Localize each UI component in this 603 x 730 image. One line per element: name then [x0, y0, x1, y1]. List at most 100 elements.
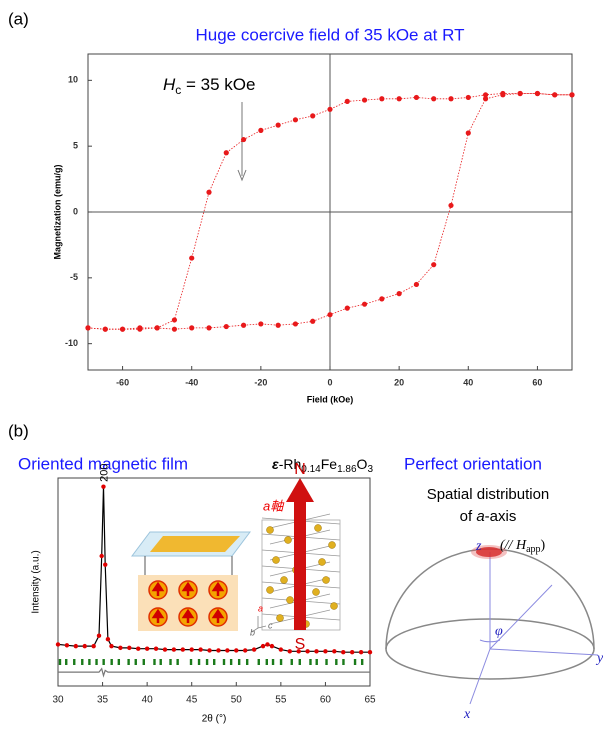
pole-north: N [294, 461, 306, 478]
y-tick-label: -5 [70, 272, 78, 282]
y-axis [490, 649, 598, 655]
data-point [172, 327, 177, 332]
reflection-tick [169, 659, 171, 665]
y-axis-label: Intensity (a.u.) [31, 550, 42, 613]
atom [287, 597, 294, 604]
page: {"panel_labels": ["(a)", "(b)"], "chart_… [0, 0, 603, 730]
reflection-tick [59, 659, 61, 665]
reflection-tick [309, 659, 311, 665]
field-part: (// [500, 538, 516, 553]
caption-part: a [476, 508, 484, 525]
y-tick-label: 5 [73, 141, 78, 151]
reflection-tick [266, 659, 268, 665]
data-point [327, 312, 332, 317]
x-axis [470, 649, 490, 704]
x-tick-label: 45 [186, 695, 198, 706]
data-point [85, 325, 90, 330]
annotation-text: = 35 kOe [181, 75, 255, 94]
atom [281, 577, 288, 584]
data-point [327, 107, 332, 112]
reflection-tick [213, 659, 215, 665]
reflection-tick [325, 659, 327, 665]
reflection-tick [160, 659, 162, 665]
data-point [163, 647, 167, 651]
data-point [189, 325, 194, 330]
data-point [350, 650, 354, 654]
direction [490, 585, 552, 649]
data-point [279, 647, 283, 651]
reflection-tick [316, 659, 318, 665]
data-point [466, 130, 471, 135]
atom [329, 542, 336, 549]
field-part: app [526, 544, 540, 555]
data-point [368, 650, 372, 654]
data-point [243, 648, 247, 652]
data-point [207, 648, 211, 652]
data-point [97, 634, 101, 638]
crystal-axis: a [258, 603, 263, 613]
reflection-tick [65, 659, 67, 665]
data-point [431, 96, 436, 101]
data-point [431, 262, 436, 267]
atom [331, 603, 338, 610]
formula-part: 1.86 [337, 464, 357, 475]
x-tick-label: 40 [463, 377, 473, 387]
data-point [270, 644, 274, 648]
data-point [136, 647, 140, 651]
x-tick-label: 40 [142, 695, 154, 706]
formula-part: O [357, 456, 368, 472]
reflection-tick [230, 659, 232, 665]
reflection-tick [198, 659, 200, 665]
reflection-tick [153, 659, 155, 665]
data-point [345, 99, 350, 104]
annotation: Hc = 35 kOe [163, 75, 255, 97]
y-tick-label: 0 [73, 206, 78, 216]
reflection-tick [280, 659, 282, 665]
data-point [397, 291, 402, 296]
reflection-tick [206, 659, 208, 665]
caption-part: of [460, 508, 477, 525]
reflection-tick [335, 659, 337, 665]
data-point [518, 91, 523, 96]
x-tick-label: 60 [320, 695, 332, 706]
data-point [234, 648, 238, 652]
reflection-tick [81, 659, 83, 665]
film-inset [132, 532, 250, 631]
data-point [224, 324, 229, 329]
atom [267, 527, 274, 534]
figure: (a) (b) Huge coercive field of 35 kOe at… [0, 0, 603, 730]
data-point [224, 150, 229, 155]
reflection-tick [88, 659, 90, 665]
reflection-tick [73, 659, 75, 665]
data-point [190, 647, 194, 651]
x-tick-label: -60 [116, 377, 129, 387]
y-tick-label: -10 [65, 338, 78, 348]
data-point [276, 123, 281, 128]
data-point [225, 648, 229, 652]
data-point [535, 91, 540, 96]
panel-label: (a) [8, 9, 29, 28]
formula: ε-Rh0.14Fe1.86O3 [272, 456, 373, 475]
data-point [310, 319, 315, 324]
y-tick-label: 10 [68, 75, 78, 85]
reflection-tick [238, 659, 240, 665]
x-tick-label: 20 [394, 377, 404, 387]
data-point [172, 647, 176, 651]
data-point [310, 113, 315, 118]
crystal-axis: b [250, 627, 255, 637]
reflection-tick [110, 659, 112, 665]
x-tick-label: 0 [327, 377, 332, 387]
data-point [345, 306, 350, 311]
reflection-tick [135, 659, 137, 665]
caption: of a-axis [460, 508, 517, 525]
data-point [296, 649, 300, 653]
data-point [241, 137, 246, 142]
data-point [305, 649, 309, 653]
reflection-tick [118, 659, 120, 665]
data-point [288, 649, 292, 653]
atom [313, 589, 320, 596]
data-point [103, 562, 107, 566]
data-point [216, 648, 220, 652]
reflection-tick [342, 659, 344, 665]
x-tick-label: 55 [275, 695, 287, 706]
